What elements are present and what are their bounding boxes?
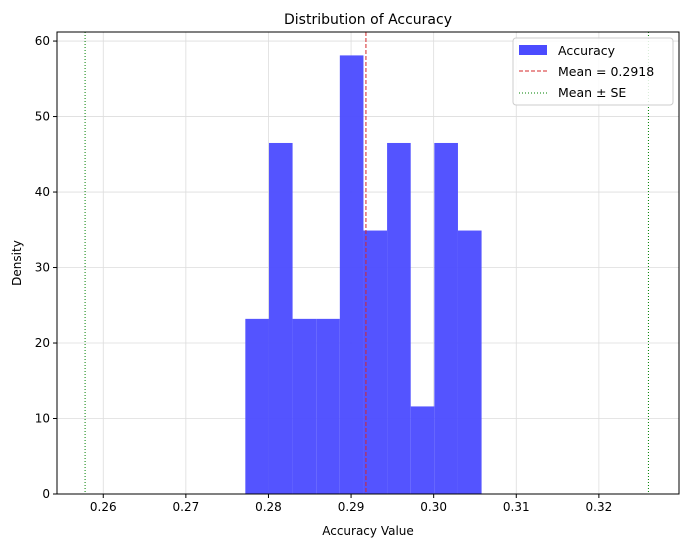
x-tick-label: 0.31 xyxy=(503,500,530,514)
x-tick-label: 0.30 xyxy=(420,500,447,514)
plot-frame xyxy=(56,31,680,495)
histogram-bar xyxy=(387,142,411,494)
histogram-bar xyxy=(339,55,364,494)
legend-label-accuracy: Accuracy xyxy=(558,43,616,58)
y-tick-label: 30 xyxy=(35,261,50,275)
y-axis-label: Density xyxy=(10,240,24,286)
y-tick-label: 20 xyxy=(35,336,50,350)
histogram-bar xyxy=(410,406,435,494)
x-axis-label: Accuracy Value xyxy=(322,524,414,538)
histogram-bar xyxy=(316,318,340,494)
y-tick-label: 60 xyxy=(35,34,50,48)
legend-swatch-accuracy xyxy=(519,45,547,55)
histogram-bar xyxy=(292,318,317,494)
y-tick-label: 40 xyxy=(35,185,50,199)
legend: Accuracy Mean = 0.2918 Mean ± SE xyxy=(512,37,674,106)
chart-title: Distribution of Accuracy xyxy=(284,12,452,28)
x-tick-label: 0.28 xyxy=(255,500,282,514)
x-tick-label: 0.27 xyxy=(173,500,200,514)
histogram-bar xyxy=(457,230,482,494)
legend-box xyxy=(512,37,674,106)
histogram-bar xyxy=(268,142,293,494)
legend-label-mean: Mean = 0.2918 xyxy=(558,64,654,79)
x-tick-label: 0.32 xyxy=(586,500,613,514)
histogram-bar xyxy=(245,318,269,494)
legend-label-se: Mean ± SE xyxy=(558,85,626,100)
y-tick-label: 50 xyxy=(35,110,50,124)
x-tick-label: 0.26 xyxy=(90,500,117,514)
histogram-bar xyxy=(434,142,458,494)
y-tick-label: 10 xyxy=(35,412,50,426)
histogram-bar xyxy=(363,230,388,494)
y-tick-label: 0 xyxy=(42,487,50,501)
x-tick-label: 0.29 xyxy=(338,500,365,514)
